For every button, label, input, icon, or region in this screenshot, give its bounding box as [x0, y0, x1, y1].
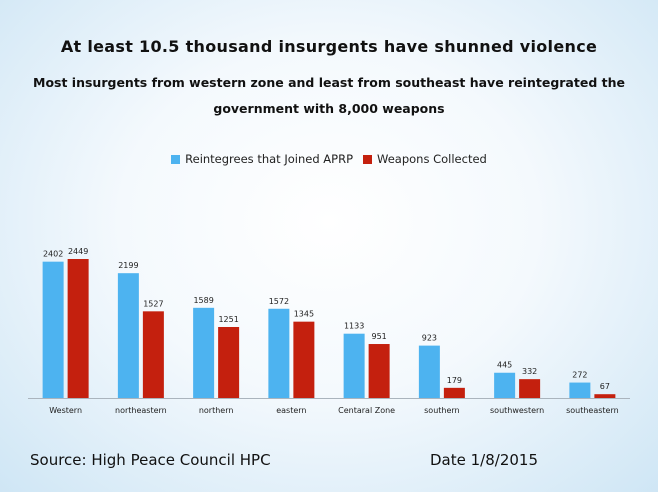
data-label-reintegrees-5: 923: [422, 334, 437, 343]
data-label-reintegrees-4: 1133: [344, 322, 364, 331]
data-label-weapons-1: 1527: [143, 299, 163, 308]
data-label-weapons-2: 1251: [218, 315, 238, 324]
source-note: Source: High Peace Council HPC: [30, 451, 271, 469]
bar-weapons-3: [293, 321, 315, 398]
x-tick-label-3: eastern: [276, 406, 306, 415]
data-label-reintegrees-6: 445: [497, 361, 512, 370]
legend-label-weapons: Weapons Collected: [377, 152, 487, 166]
x-tick-label-7: southeastern: [566, 406, 619, 415]
bar-reintegrees-5: [418, 345, 440, 398]
bar-reintegrees-1: [117, 273, 139, 398]
data-label-weapons-6: 332: [522, 367, 537, 376]
x-tick-label-0: Western: [49, 406, 82, 415]
data-label-reintegrees-7: 272: [572, 371, 587, 380]
bar-reintegrees-7: [569, 382, 591, 398]
bar-reintegrees-2: [193, 307, 215, 398]
bar-weapons-7: [594, 394, 616, 398]
legend-item-weapons: Weapons Collected: [363, 152, 487, 166]
x-tick-label-5: southern: [424, 406, 459, 415]
legend-swatch-reintegrees: [171, 154, 181, 164]
legend-label-reintegrees: Reintegrees that Joined APRP: [185, 152, 354, 166]
data-label-reintegrees-2: 1589: [193, 296, 213, 305]
bar-weapons-0: [67, 259, 89, 398]
bar-reintegrees-3: [268, 308, 290, 398]
x-tick-label-6: southwestern: [490, 406, 544, 415]
legend-item-reintegrees: Reintegrees that Joined APRP: [171, 152, 353, 166]
x-tick-label-2: northern: [199, 406, 234, 415]
chart-title: At least 10.5 thousand insurgents have s…: [60, 37, 598, 56]
bar-weapons-2: [218, 326, 240, 398]
legend-swatch-weapons: [363, 154, 373, 164]
x-tick-label-1: northeastern: [115, 406, 167, 415]
data-label-weapons-5: 179: [447, 376, 462, 385]
bar-weapons-1: [142, 311, 164, 398]
bar-weapons-5: [443, 387, 465, 398]
data-label-reintegrees-0: 2402: [43, 250, 63, 259]
chart-legend: Reintegrees that Joined APRP Weapons Col…: [0, 152, 658, 166]
bar-reintegrees-0: [42, 261, 64, 398]
data-label-weapons-7: 67: [600, 382, 610, 391]
x-tick-label-4: Centaral Zone: [338, 406, 395, 415]
chart-subtitle: Most insurgents from western zone and le…: [33, 75, 625, 116]
bar-weapons-6: [519, 379, 541, 398]
data-label-reintegrees-3: 1572: [269, 297, 289, 306]
bar-reintegrees-6: [494, 372, 516, 398]
data-label-reintegrees-1: 2199: [118, 261, 138, 270]
data-label-weapons-4: 951: [371, 332, 386, 341]
data-label-weapons-3: 1345: [294, 310, 314, 319]
data-label-weapons-0: 2449: [68, 247, 88, 256]
bar-weapons-4: [368, 344, 390, 398]
bar-reintegrees-4: [343, 333, 365, 398]
date-note: Date 1/8/2015: [430, 451, 538, 469]
